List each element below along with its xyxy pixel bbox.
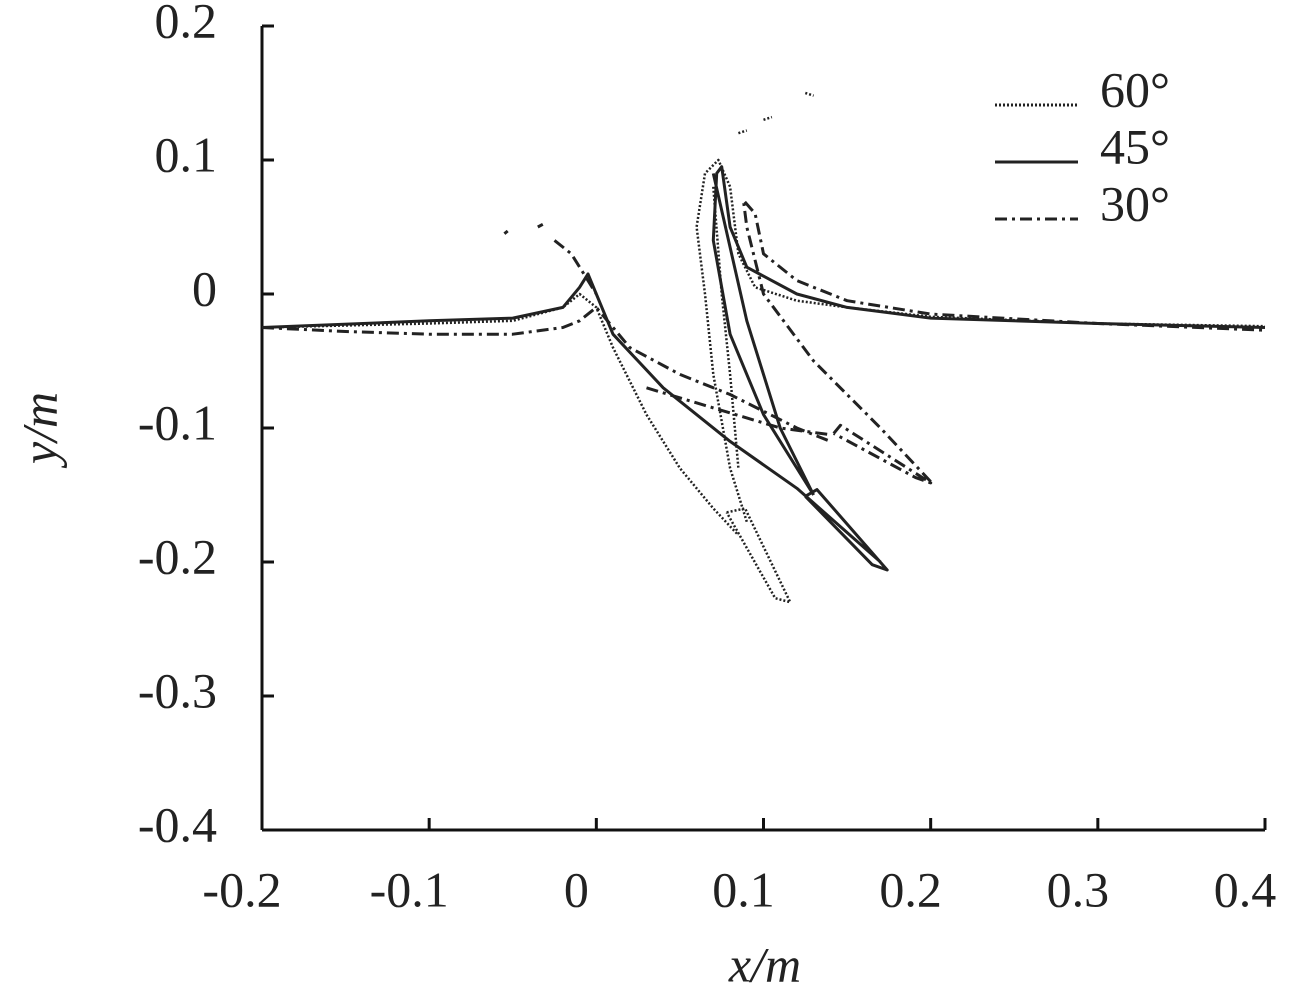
x-tick-label: 0	[564, 861, 589, 917]
x-tick-label: 0.1	[712, 861, 775, 917]
x-tick-label: 0.2	[879, 861, 942, 917]
legend-label: 30°	[1100, 175, 1170, 231]
x-tick-label: 0.4	[1214, 861, 1277, 917]
y-tick-label: 0.2	[155, 0, 218, 48]
legend-label: 45°	[1100, 118, 1170, 174]
x-tick-label: -0.2	[202, 861, 281, 917]
y-tick-label: 0	[192, 260, 217, 316]
y-tick-label: -0.2	[138, 528, 217, 584]
y-tick-label: -0.4	[138, 796, 217, 852]
series-line	[261, 91, 1266, 604]
legend-label: 60°	[1100, 61, 1170, 117]
y-tick-label: -0.3	[138, 662, 217, 718]
y-tick-label: 0.1	[155, 126, 218, 182]
series-line	[261, 165, 1266, 572]
x-axis-label: x/m	[728, 936, 801, 992]
x-tick-label: 0.3	[1047, 861, 1110, 917]
y-axis-label: y/m	[11, 392, 67, 469]
y-tick-label: -0.1	[138, 394, 217, 450]
x-tick-label: -0.1	[370, 861, 449, 917]
series-line	[261, 198, 1266, 485]
